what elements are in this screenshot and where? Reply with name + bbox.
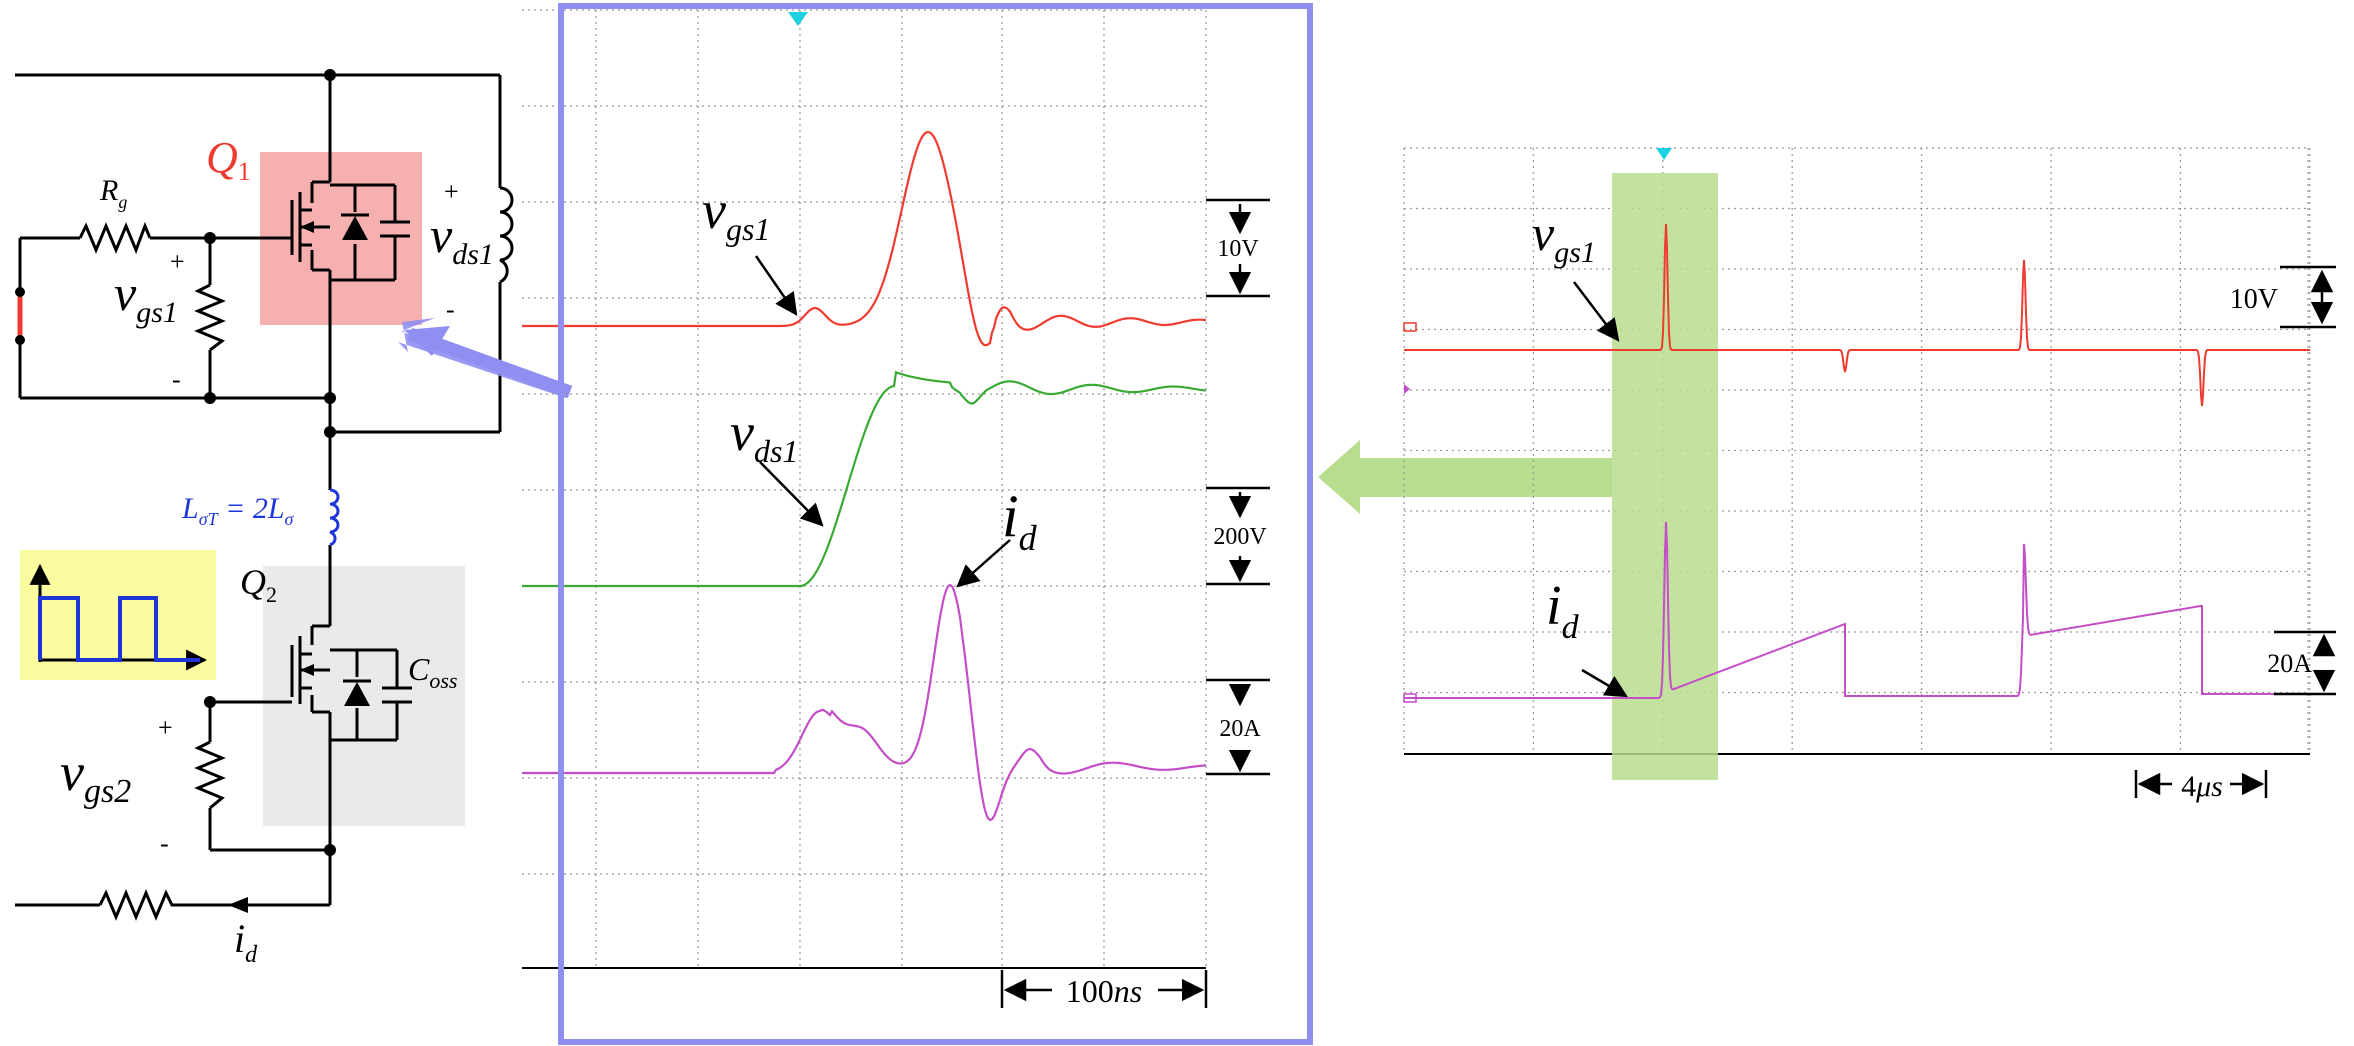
- wide-time-scale: 4μs: [2181, 770, 2223, 803]
- zoom-time-scale: 100ns: [1066, 973, 1142, 1009]
- wide-vgs1-waveform: [1404, 223, 2310, 407]
- wide-scope-panel: vgs1 id 10V 20A 4μs: [1403, 147, 2336, 803]
- circuit-schematic: Q1 Rg + vgs1 - + vds1 - LσT = 2Lσ Q2 Cos…: [15, 69, 573, 968]
- vgs2-label: vgs2: [60, 742, 131, 810]
- vgs2-minus: -: [160, 829, 169, 858]
- stray-inductor: [329, 488, 340, 547]
- wide-scope-grid: [1403, 147, 2311, 752]
- zoom-trigger-marker: [788, 12, 808, 26]
- load-inductor: [499, 186, 514, 284]
- zoom-scope-panel: vgs1 vds1 id 10V 200V 20A: [522, 3, 1313, 1045]
- coss-label: Coss: [408, 651, 457, 693]
- id-current-arrow: [228, 897, 248, 913]
- zoom-vgs1-waveform: [522, 130, 1207, 347]
- zoom-vgs1-label: vgs1: [702, 180, 770, 247]
- zoom-id-label: id: [1002, 483, 1038, 558]
- vgs1-label: vgs1: [114, 265, 178, 329]
- q1-label: Q1: [206, 133, 251, 186]
- wide-trigger-marker: [1656, 148, 1672, 160]
- vgs1-minus: -: [172, 365, 181, 394]
- wide-id-label: id: [1546, 575, 1580, 646]
- vgs2-plus: +: [158, 713, 173, 742]
- zoom-scale-10v: 10V: [1217, 236, 1259, 262]
- vgs1-plus: +: [170, 247, 185, 276]
- vds1-label: vds1: [430, 207, 494, 271]
- zoom-vds1-waveform: [522, 370, 1207, 588]
- vds1-minus: -: [446, 295, 455, 324]
- zoom-id-waveform: [522, 583, 1207, 822]
- zoom-vds1-label: vds1: [730, 402, 798, 469]
- q1-body-diode: [342, 216, 368, 240]
- gate-pulse-waveform: [38, 596, 200, 662]
- vds1-plus: +: [444, 177, 459, 206]
- wide-id-waveform: [1404, 521, 2310, 699]
- zoom-scale-20a: 20A: [1219, 716, 1261, 742]
- zoom-scale-200v: 200V: [1213, 524, 1267, 550]
- zoom-frame: [558, 3, 1313, 1045]
- green-zoom-arrow: [1318, 440, 1612, 514]
- wide-scale-10v: 10V: [2230, 284, 2278, 315]
- id-circuit-label: id: [234, 916, 258, 968]
- wide-vgs1-label: vgs1: [1532, 205, 1596, 269]
- stray-inductance-label: LσT = 2Lσ: [181, 492, 295, 529]
- zoom-scope-grid: [522, 9, 1207, 966]
- rg-label: Rg: [99, 174, 127, 212]
- q2-label: Q2: [240, 562, 277, 607]
- wide-scale-20a: 20A: [2267, 649, 2312, 678]
- q2-body-diode: [344, 682, 370, 706]
